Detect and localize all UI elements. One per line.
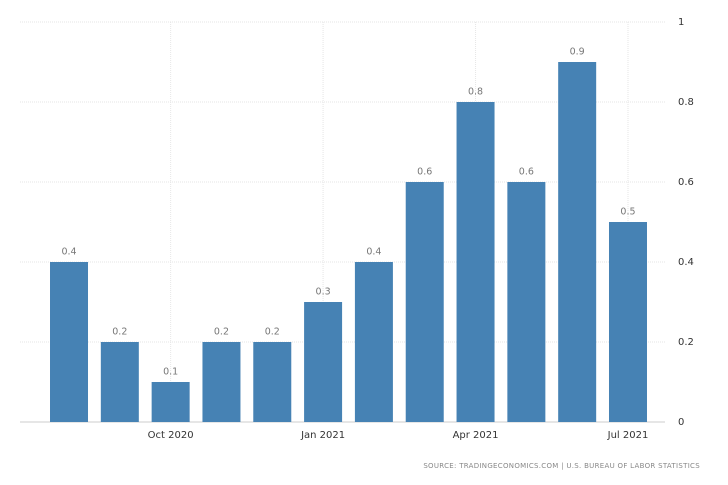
- x-tick-label: Jul 2021: [607, 430, 649, 441]
- bar: [405, 182, 444, 422]
- value-label: 0.4: [366, 247, 381, 258]
- x-tick-label: Apr 2021: [453, 430, 499, 441]
- value-label: 0.2: [112, 327, 127, 338]
- y-tick-label: 0.4: [678, 257, 694, 268]
- bar: [354, 262, 393, 422]
- y-tick-label: 0.8: [678, 97, 694, 108]
- y-tick-label: 0: [678, 417, 684, 428]
- bar: [50, 262, 89, 422]
- bar: [558, 62, 597, 422]
- y-tick-label: 0.2: [678, 337, 694, 348]
- bar: [304, 302, 343, 422]
- value-label: 0.9: [570, 47, 585, 58]
- value-label: 0.4: [61, 247, 76, 258]
- value-label: 0.3: [316, 287, 331, 298]
- value-label: 0.2: [265, 327, 280, 338]
- source: SOURCE: TRADINGECONOMICS.COM | U.S. BURE…: [423, 462, 700, 470]
- value-label: 0.8: [468, 87, 483, 98]
- value-label: 0.6: [519, 167, 534, 178]
- bar: [507, 182, 546, 422]
- value-label: 0.2: [214, 327, 229, 338]
- y-tick-label: 1: [678, 17, 684, 28]
- y-tick-label: 0.6: [678, 177, 694, 188]
- bar: [151, 382, 190, 422]
- bar: [608, 222, 647, 422]
- value-label: 0.6: [417, 167, 432, 178]
- x-tick-label: Jan 2021: [300, 430, 345, 441]
- bar: [456, 102, 495, 422]
- x-tick-label: Oct 2020: [148, 430, 194, 441]
- value-label: 0.1: [163, 367, 178, 378]
- value-label: 0.5: [620, 207, 635, 218]
- bar: [100, 342, 139, 422]
- bar: [253, 342, 292, 422]
- bar: [202, 342, 241, 422]
